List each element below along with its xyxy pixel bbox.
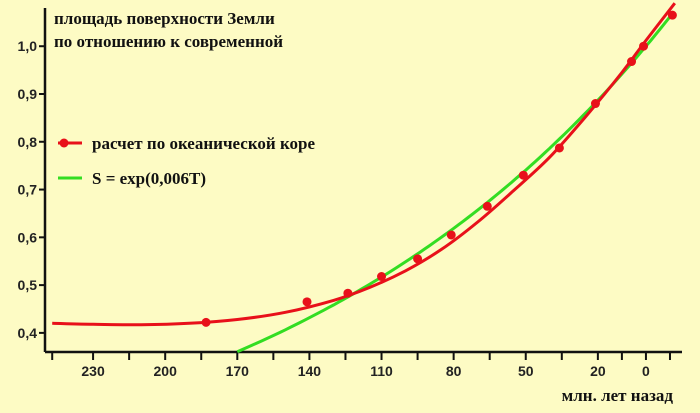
- data-point: [639, 41, 649, 51]
- x-tick-label: 230: [81, 363, 105, 379]
- x-tick-label: 20: [590, 363, 606, 379]
- series-oceanic-line: [52, 2, 676, 327]
- x-tick-label: 80: [446, 363, 462, 379]
- x-tick-label: 140: [298, 363, 322, 379]
- data-point: [201, 317, 211, 327]
- y-tick-label: 0,9: [18, 86, 38, 102]
- title-line-1: площадь поверхности Земли: [54, 9, 275, 28]
- data-point: [413, 254, 423, 264]
- data-point: [482, 201, 492, 211]
- x-tick-label: 0: [642, 363, 650, 379]
- y-tick-labels: 0,4 0,5 0,6 0,7 0,8 0,9 1,0: [18, 38, 38, 341]
- x-tick-label: 50: [518, 363, 534, 379]
- chart-title: площадь поверхности Земли по отношению к…: [54, 9, 283, 51]
- y-tick-label: 0,6: [18, 229, 38, 245]
- data-point: [627, 57, 637, 67]
- data-point: [554, 143, 564, 153]
- title-line-2: по отношению к современной: [54, 32, 283, 51]
- data-point: [377, 272, 387, 282]
- data-point: [302, 297, 312, 307]
- data-point: [446, 230, 456, 240]
- series-exp-line: [236, 15, 672, 354]
- series-layer: [52, 2, 677, 354]
- legend-label-oceanic: расчет по океанической коре: [92, 134, 315, 153]
- data-point: [667, 10, 677, 20]
- data-point: [518, 170, 528, 180]
- y-tick-label: 1,0: [18, 38, 38, 54]
- legend: расчет по океанической коре S = exp(0,00…: [58, 134, 315, 188]
- x-tick-label: 200: [154, 363, 178, 379]
- x-tick-labels: 230 200 170 140 110 80 50 20 0: [81, 363, 650, 379]
- data-point: [590, 99, 600, 109]
- axes: [39, 8, 682, 360]
- x-tick-label: 110: [370, 363, 393, 379]
- legend-marker-red: [59, 138, 69, 148]
- y-tick-label: 0,7: [18, 182, 38, 198]
- y-tick-label: 0,5: [18, 277, 38, 293]
- y-tick-label: 0,8: [18, 134, 38, 150]
- x-tick-label: 170: [226, 363, 250, 379]
- x-axis-label: млн. лет назад: [562, 386, 674, 405]
- legend-label-exp: S = exp(0,006T): [92, 169, 206, 188]
- y-tick-label: 0,4: [18, 325, 38, 341]
- data-point: [343, 288, 353, 298]
